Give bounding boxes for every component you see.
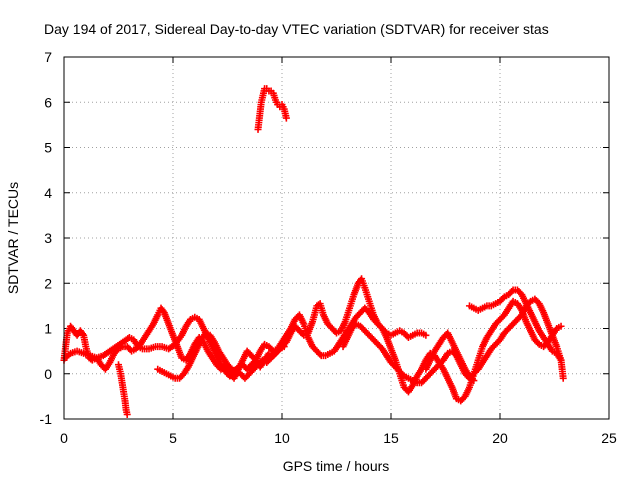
data-point bbox=[468, 375, 476, 383]
y-axis-label: SDTVAR / TECUs bbox=[5, 182, 21, 294]
data-point bbox=[470, 377, 478, 385]
y-tick-label: 2 bbox=[44, 275, 52, 291]
data-point bbox=[559, 374, 567, 382]
chart-title: Day 194 of 2017, Sidereal Day-to-day VTE… bbox=[44, 21, 549, 37]
data-point bbox=[226, 364, 234, 372]
data-point bbox=[381, 328, 389, 336]
x-tick-label: 25 bbox=[601, 430, 617, 446]
series-track-e bbox=[339, 295, 567, 387]
y-tick-label: 4 bbox=[44, 185, 52, 201]
data-point bbox=[557, 356, 565, 364]
x-tick-label: 15 bbox=[383, 430, 399, 446]
y-tick-label: 7 bbox=[44, 49, 52, 65]
plot-frame bbox=[63, 56, 610, 420]
data-point bbox=[508, 288, 516, 296]
y-tick-label: 6 bbox=[44, 94, 52, 110]
data-point bbox=[274, 346, 282, 354]
data-point bbox=[280, 343, 288, 351]
x-tick-label: 0 bbox=[60, 430, 68, 446]
data-point bbox=[316, 350, 324, 358]
data-points bbox=[60, 85, 567, 418]
series-track-g bbox=[465, 286, 565, 364]
x-tick-label: 10 bbox=[274, 430, 290, 446]
series-track-c bbox=[115, 361, 131, 418]
data-point bbox=[499, 294, 507, 302]
y-tick-label: 0 bbox=[44, 366, 52, 382]
data-point bbox=[534, 339, 542, 347]
data-point bbox=[79, 330, 87, 338]
y-tick-label: 3 bbox=[44, 230, 52, 246]
series-track-f bbox=[422, 329, 478, 385]
chart-grid bbox=[64, 57, 609, 419]
x-tick-label: 5 bbox=[169, 430, 177, 446]
y-tick-label: 1 bbox=[44, 321, 52, 337]
axis-ticks: 0 5 10 15 20 25 -1 0 1 2 3 4 5 6 7 bbox=[40, 49, 617, 446]
y-tick-label: -1 bbox=[40, 411, 53, 427]
data-point bbox=[399, 371, 407, 379]
series-track-d bbox=[154, 329, 288, 382]
data-point bbox=[557, 322, 565, 330]
x-axis-label: GPS time / hours bbox=[283, 458, 390, 474]
x-tick-label: 20 bbox=[492, 430, 508, 446]
data-point bbox=[282, 114, 290, 122]
series-track-h bbox=[254, 85, 290, 133]
y-tick-label: 5 bbox=[44, 140, 52, 156]
data-point bbox=[422, 331, 430, 339]
data-point bbox=[123, 410, 131, 418]
